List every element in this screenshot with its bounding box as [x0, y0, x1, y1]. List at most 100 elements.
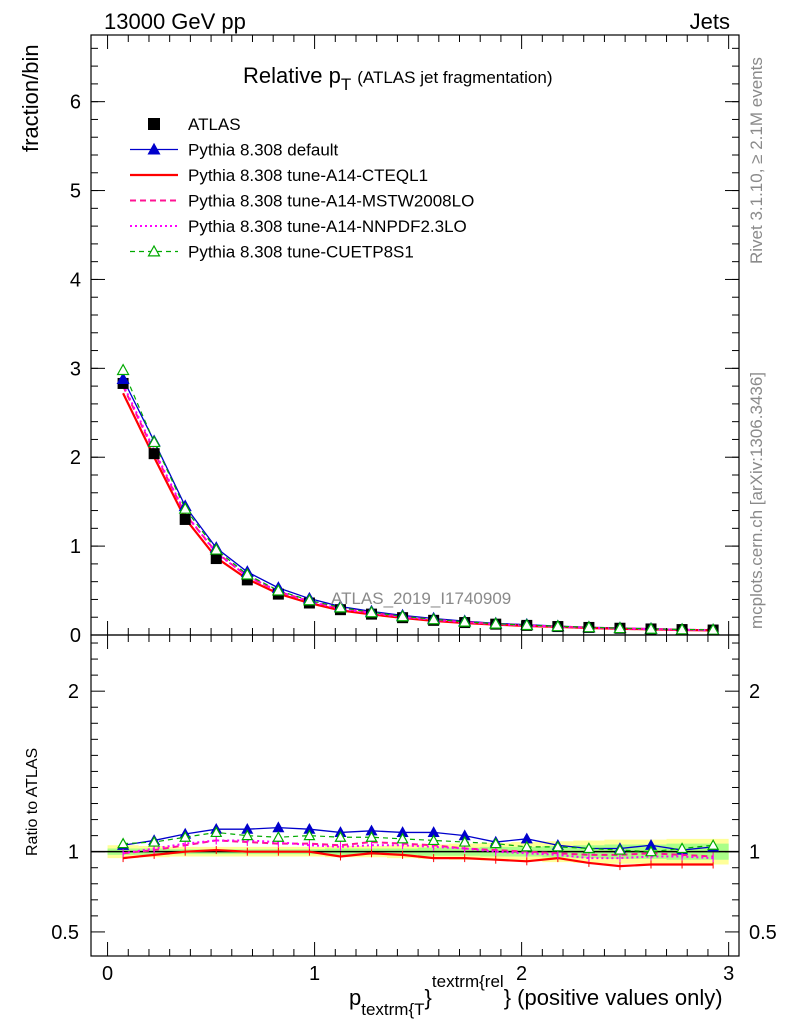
main-series-marker: [365, 605, 379, 618]
main-series-marker: [551, 619, 565, 632]
ratio-series-marker: [520, 840, 533, 852]
legend-marker: [147, 244, 161, 257]
main-title-rest: (ATLAS jet fragmentation): [357, 68, 552, 87]
main-ytick-label: 0: [70, 625, 81, 647]
ratio-frame: [90, 634, 740, 957]
ratio-ytick-label: 0.5: [51, 922, 79, 944]
ratio-xtick-label: 3: [723, 963, 734, 985]
legend-entry: Pythia 8.308 tune-A14-MSTW2008LO: [188, 192, 474, 211]
main-series-marker: [302, 593, 316, 606]
main-ytick-label: 6: [70, 92, 81, 114]
main-series-marker: [147, 435, 161, 448]
legend-entry: Pythia 8.308 tune-A14-CTEQL1: [188, 166, 428, 185]
ratio-series-line: [122, 839, 714, 860]
main-ylabel: fraction/bin: [18, 44, 43, 152]
main-ytick-label: 1: [70, 536, 81, 558]
ratio-series-marker: [458, 835, 471, 847]
main-series-marker: [333, 600, 347, 613]
ratio-series-marker: [644, 845, 658, 857]
atlas-data-point: [179, 513, 191, 525]
main-series-marker: [427, 612, 441, 625]
main-title-sub: T: [341, 75, 351, 94]
main-series-marker: [209, 542, 223, 555]
ratio-series-marker: [676, 842, 689, 854]
main-series-marker: [675, 622, 689, 635]
ratio-series-line: [122, 848, 714, 868]
main-ytick-label: 3: [70, 358, 81, 380]
x-axis-label: ptextrm{T}textrm{rel} (positive values o…: [349, 972, 723, 1019]
main-series-marker: [116, 372, 130, 384]
legend-entry: Pythia 8.308 default: [188, 141, 339, 160]
ratio-series-line: [122, 826, 714, 851]
xlabel-rest: } (positive values only): [504, 985, 723, 1010]
main-series-marker: [271, 583, 285, 596]
main-title-text: Relative p: [243, 63, 341, 88]
ratio-ytick-label-right: 2: [749, 681, 760, 703]
ratio-series-marker: [179, 830, 192, 842]
legend-entry: Pythia 8.308 tune-CUETP8S1: [188, 243, 414, 262]
ratio-ytick-label-right: 1: [749, 842, 760, 864]
ratio-series-marker: [427, 834, 440, 846]
ratio-ytick-label: 1: [68, 842, 79, 864]
main-ytick-label: 4: [70, 269, 81, 291]
ratio-series-marker: [396, 832, 409, 844]
ratio-xtick-label: 1: [309, 963, 320, 985]
ratio-series-marker: [707, 839, 720, 850]
main-y-axis: 0 1 2 3 4 5 6: [70, 35, 739, 647]
ratio-series-marker: [117, 837, 130, 849]
ratio-ytick-label: 2: [68, 681, 79, 703]
legend-entry: Pythia 8.308 tune-A14-NNPDF2.3LO: [188, 217, 467, 236]
atlas-data-point: [210, 553, 222, 565]
xlabel-sub: textrm{T: [361, 1000, 424, 1019]
ratio-xtick-label: 2: [516, 963, 527, 985]
ratio-series-marker: [489, 837, 502, 849]
legend-marker: [148, 118, 160, 130]
atlas-data-point: [241, 574, 253, 586]
main-series-marker: [178, 502, 192, 514]
rivet-label: Rivet 3.1.10, ≥ 2.1M events: [747, 57, 766, 264]
ratio-series-line: [122, 839, 714, 858]
xlabel-brace: }: [425, 985, 432, 1010]
ratio-x-axis: 0 1 2 3: [102, 635, 734, 985]
header-energy: 13000 GeV pp: [104, 9, 246, 34]
main-series-marker: [240, 567, 254, 580]
main-series-marker: [489, 616, 503, 629]
main-ytick-label: 5: [70, 181, 81, 203]
main-series-marker: [396, 609, 410, 622]
main-title: Relative pT (ATLAS jet fragmentation): [243, 63, 553, 94]
main-series-marker: [582, 620, 596, 633]
main-plot-area: [116, 363, 720, 636]
ratio-series-marker: [272, 830, 285, 842]
ratio-series-marker: [210, 826, 223, 838]
main-series-marker: [613, 621, 627, 634]
xlabel-sup: textrm{rel: [432, 972, 504, 991]
legend-entry: ATLAS: [188, 115, 241, 134]
legend: ATLAS Pythia 8.308 default Pythia 8.308 tu…: [130, 115, 474, 262]
ratio-ytick-label-right: 0.5: [749, 922, 777, 944]
atlas-data-point: [148, 448, 160, 460]
ratio-series-line: [123, 831, 714, 853]
ratio-series-marker: [551, 840, 564, 852]
ratio-ylabel: Ratio to ATLAS: [24, 748, 41, 856]
main-series-marker: [644, 622, 658, 634]
ratio-plot-area: [91, 821, 739, 871]
legend-marker: [147, 142, 161, 155]
ratio-series-marker: [241, 829, 254, 841]
ratio-y-axis: 0.5 0.5 1 1 2 2: [51, 642, 777, 944]
main-series-marker: [458, 615, 472, 627]
ratio-series-marker: [613, 843, 626, 855]
main-panel: 0 1 2 3 4 5 6 fraction/bin Relative pT (ATLAS j…: [18, 34, 740, 647]
mcplots-label: mcplots.cern.ch [arXiv:1306.3436]: [747, 372, 766, 629]
ratio-series-marker: [582, 842, 595, 854]
main-series-marker: [520, 618, 534, 631]
main-series-marker: [116, 363, 130, 376]
ratio-series-marker: [272, 821, 285, 833]
ratio-panel: 0.5 0.5 1 1 2 2 0 1 2 3 Ratio to ATLAS ptextrm{T…: [24, 634, 777, 1019]
ratio-xtick-label: 0: [102, 963, 113, 985]
ratio-series-marker: [334, 830, 347, 842]
header-process: Jets: [690, 9, 730, 34]
ratio-series-marker: [148, 835, 161, 847]
xlabel-main: p: [349, 985, 361, 1010]
main-series-marker: [706, 623, 720, 635]
